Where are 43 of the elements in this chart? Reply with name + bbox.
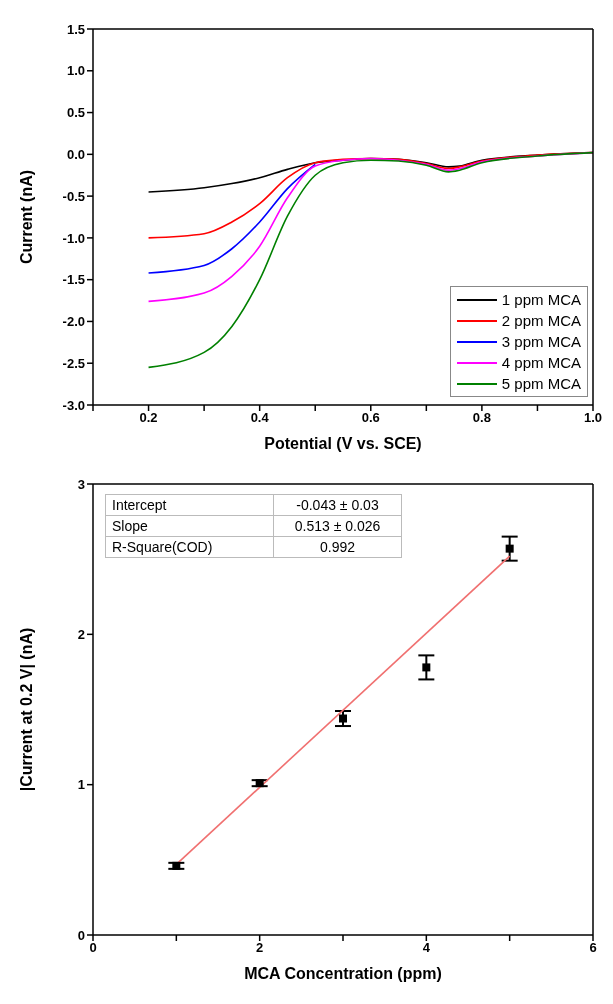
x-axis-title: MCA Concentration (ppm) [244, 965, 442, 982]
legend-label: 3 ppm MCA [501, 332, 581, 352]
y-tick-label: -2.0 [62, 314, 85, 330]
x-tick-label: 0.2 [139, 410, 158, 426]
y-axis-title: Current (nA) [17, 169, 35, 265]
y-tick-label: 1.0 [66, 63, 85, 79]
annotation: 0.513 ± 0.026 [273, 515, 402, 537]
line-series [147, 151, 593, 369]
legend-label: 4 ppm MCA [501, 353, 581, 373]
legend-label: 1 ppm MCA [501, 290, 581, 310]
point [505, 544, 514, 553]
x-tick-label: 0.4 [250, 410, 270, 426]
y-tick-label: 1.5 [66, 21, 85, 37]
point [422, 663, 431, 672]
x-tick-label: 4 [422, 940, 431, 956]
annotation: 0.992 [273, 536, 402, 558]
y-tick-label: 2 [77, 626, 85, 642]
y-tick-label: -1.5 [62, 272, 85, 288]
y-tick-label: -0.5 [62, 188, 85, 204]
y-tick-label: 0.0 [66, 146, 85, 162]
annotation: R-Square(COD) [105, 536, 274, 558]
y-tick-label: -3.0 [62, 397, 85, 413]
y-axis-title: |Current at 0.2 V| (nA) [17, 627, 35, 792]
point [339, 714, 347, 723]
x-tick-label: 0.8 [472, 410, 491, 426]
y-tick-label: 3 [77, 476, 85, 492]
legend-label: 5 ppm MCA [501, 374, 581, 394]
y-tick-label: 1 [77, 777, 85, 793]
annotation: Intercept [105, 494, 274, 516]
y-tick-label: 0 [77, 927, 85, 943]
annotation: Slope [105, 515, 274, 537]
legend-label: 2 ppm MCA [501, 311, 581, 331]
y-tick-label: 0.5 [66, 105, 85, 121]
line-series [147, 163, 317, 274]
x-axis-title: Potential (V vs. SCE) [264, 435, 422, 452]
y-tick-label: -1.0 [62, 230, 85, 246]
y-tick-label: -2.5 [62, 355, 85, 371]
x-tick-label: 0.6 [361, 410, 380, 426]
x-tick-label: 0 [89, 940, 97, 956]
annotation: -0.043 ± 0.03 [273, 494, 402, 516]
x-tick-label: 6 [589, 940, 597, 956]
x-tick-label: 1.0 [583, 410, 603, 426]
x-tick-label: 2 [256, 940, 264, 956]
